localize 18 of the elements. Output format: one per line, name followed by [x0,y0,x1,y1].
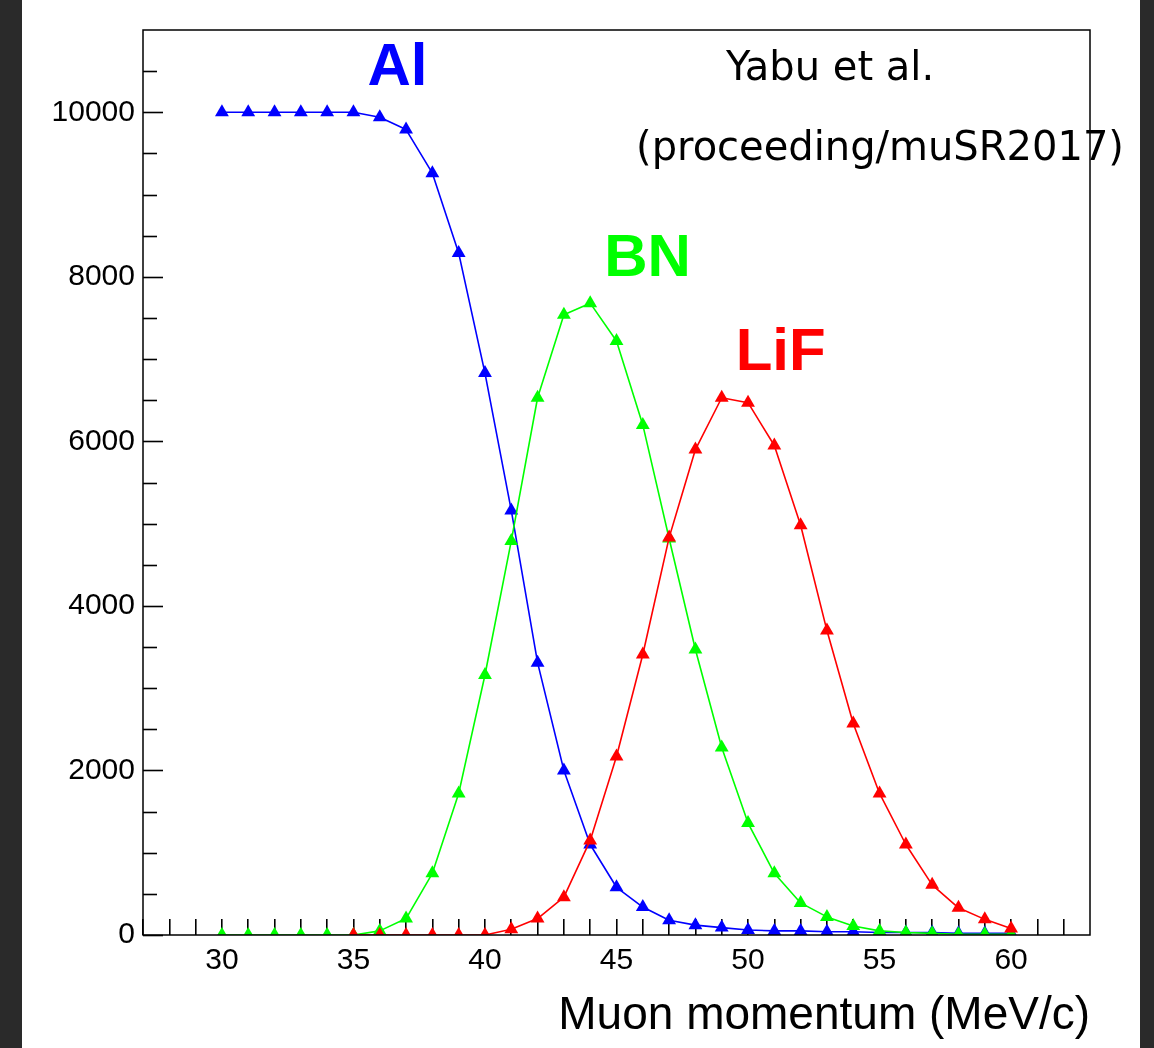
x-tick-label: 35 [336,942,371,976]
series-label: LiF [735,316,826,384]
annotation: Yabu et al. [724,43,935,90]
x-tick-label: 40 [468,942,502,976]
y-tick-label: 0 [118,916,135,950]
y-tick-label: 10000 [51,93,135,127]
x-tick-label: 30 [205,942,239,976]
x-axis-title: Muon momentum (MeV/c) [558,987,1090,1040]
x-tick-label: 60 [994,942,1028,976]
x-tick-label: 45 [599,942,634,976]
series-label: Al [367,30,428,98]
series-label: BN [604,221,691,289]
y-tick-label: 2000 [68,751,135,785]
x-tick-label: 50 [731,942,765,976]
y-tick-label: 6000 [68,422,135,456]
y-tick-label: 8000 [68,258,135,292]
y-tick-label: 4000 [68,587,135,621]
x-tick-label: 55 [862,942,897,976]
